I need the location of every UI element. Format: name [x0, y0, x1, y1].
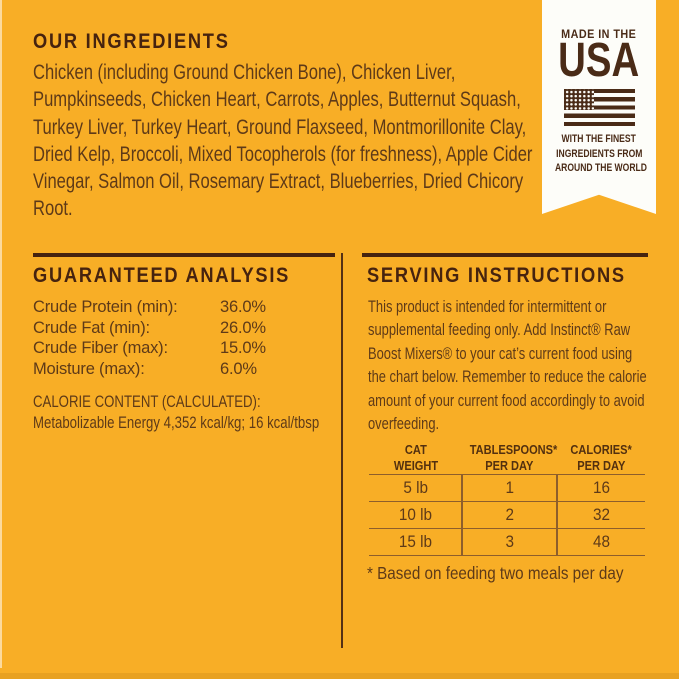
serving-instructions-text: This product is intended for intermitten… — [368, 297, 647, 434]
cell-weight: 15 lb — [398, 532, 433, 551]
analysis-value: 15.0% — [220, 339, 266, 357]
cell-weight: 10 lb — [398, 505, 433, 524]
section-divider — [341, 253, 343, 648]
cell-calories: 48 — [592, 532, 610, 551]
cell-tablespoons: 2 — [505, 505, 514, 524]
analysis-value: 36.0% — [220, 298, 266, 316]
package-edge-highlight — [0, 0, 2, 668]
made-in-the-label: MADE IN THE — [561, 27, 637, 41]
analysis-row: Moisture (max): 6.0% — [33, 359, 338, 380]
calorie-content-block: CALORIE CONTENT (CALCULATED): Metaboliza… — [33, 392, 338, 433]
cell-weight: 5 lb — [403, 478, 428, 497]
calorie-content-heading: CALORIE CONTENT (CALCULATED): — [33, 393, 261, 411]
analysis-label: Crude Protein (min): — [33, 298, 178, 316]
analysis-value: 6.0% — [220, 359, 257, 378]
table-column-divider — [461, 475, 463, 555]
feeding-chart: CAT WEIGHT TABLESPOONS* PER DAY CALORIES… — [369, 440, 645, 556]
analysis-row: Crude Fat (min): 26.0% — [33, 318, 338, 339]
table-column-divider — [556, 475, 558, 555]
feeding-chart-header: CAT WEIGHT TABLESPOONS* PER DAY CALORIES… — [369, 440, 645, 474]
serving-instructions-top-rule — [362, 253, 648, 257]
column-header-calories-per-day: CALORIES* PER DAY — [570, 442, 632, 473]
table-row: 10 lb 2 32 — [369, 501, 645, 528]
serving-instructions-section: SERVING INSTRUCTIONS This product is int… — [362, 264, 648, 435]
table-row: 15 lb 3 48 — [369, 528, 645, 555]
usa-label: USA — [558, 34, 640, 87]
column-header-tablespoons-per-day: TABLESPOONS* PER DAY — [469, 442, 558, 473]
us-flag-icon — [563, 89, 635, 126]
serving-instructions-heading: SERVING INSTRUCTIONS — [367, 264, 626, 287]
ribbon-tagline: WITH THE FINEST INGREDIENTS FROM AROUND … — [554, 133, 647, 174]
guaranteed-analysis-rows: Crude Protein (min): 36.0% Crude Fat (mi… — [33, 297, 338, 379]
analysis-row: Crude Fiber (max): 15.0% — [33, 338, 338, 359]
analysis-row: Crude Protein (min): 36.0% — [33, 297, 338, 318]
guaranteed-analysis-section: GUARANTEED ANALYSIS Crude Protein (min):… — [33, 264, 338, 433]
cell-tablespoons: 1 — [505, 478, 514, 497]
ingredients-heading: OUR INGREDIENTS — [33, 30, 230, 53]
table-row: 5 lb 1 16 — [369, 475, 645, 501]
analysis-value: 26.0% — [220, 318, 266, 337]
cell-calories: 32 — [592, 505, 610, 524]
calorie-content-detail: Metabolizable Energy 4,352 kcal/kg; 16 k… — [33, 413, 320, 432]
analysis-label: Moisture (max): — [33, 359, 145, 378]
cell-tablespoons: 3 — [505, 532, 514, 551]
ingredients-section: OUR INGREDIENTS Chicken (including Groun… — [33, 30, 593, 223]
analysis-label: Crude Fiber (max): — [33, 339, 168, 357]
ingredients-list: Chicken (including Ground Chicken Bone),… — [33, 61, 533, 221]
guaranteed-analysis-heading: GUARANTEED ANALYSIS — [33, 264, 291, 287]
feeding-chart-footnote: * Based on feeding two meals per day — [367, 563, 624, 583]
feeding-chart-body: 5 lb 1 16 10 lb 2 32 15 lb 3 48 — [369, 474, 645, 556]
cell-calories: 16 — [592, 478, 610, 497]
guaranteed-analysis-top-rule — [33, 253, 335, 257]
package-bottom-shade — [0, 673, 679, 679]
made-in-usa-ribbon: MADE IN THE USA WITH THE FINEST INGREDIE… — [542, 0, 656, 214]
analysis-label: Crude Fat (min): — [33, 318, 150, 337]
column-header-cat-weight: CAT WEIGHT — [393, 442, 438, 473]
